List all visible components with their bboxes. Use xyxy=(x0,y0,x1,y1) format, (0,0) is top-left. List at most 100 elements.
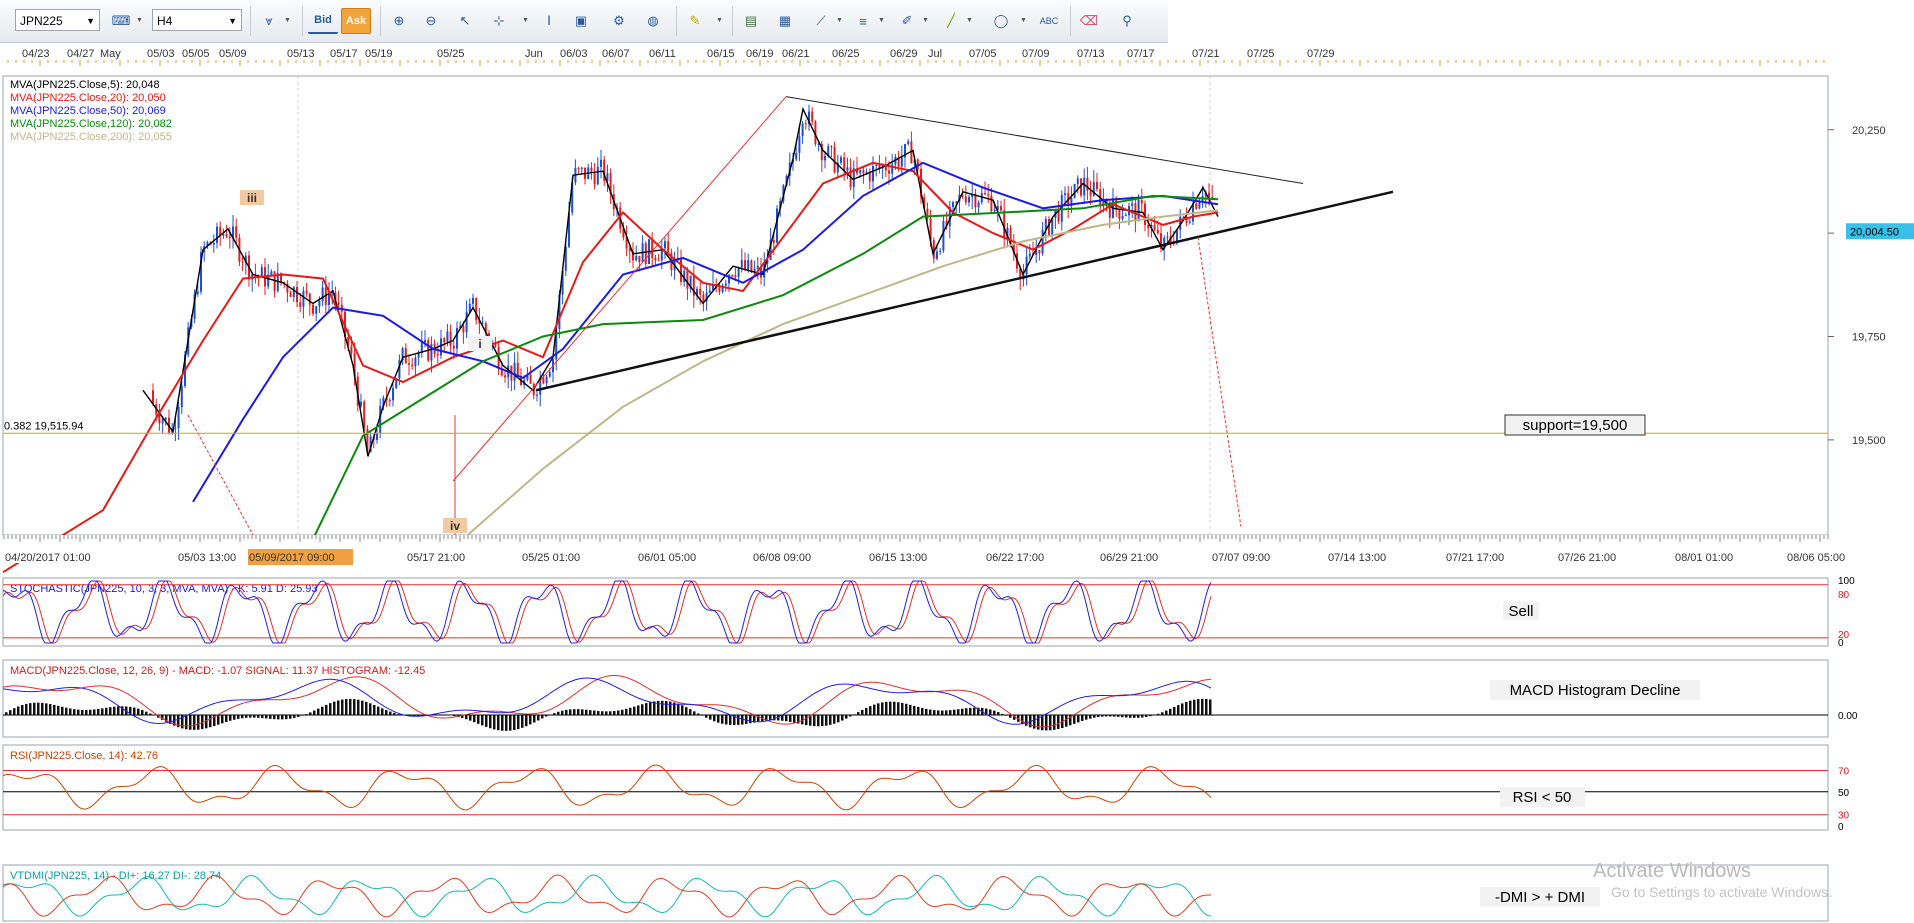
macd-histogram-bar xyxy=(589,710,592,715)
macd-histogram-bar xyxy=(709,715,712,720)
macd-histogram-bar xyxy=(541,715,544,719)
candle-body xyxy=(193,293,196,319)
candle-body xyxy=(424,340,426,343)
top-date-label: 07/21 xyxy=(1192,48,1220,60)
timeframe-select[interactable]: H4 ▼ xyxy=(152,9,242,31)
candle-body xyxy=(667,241,670,253)
macd-histogram-bar xyxy=(693,711,696,715)
layout-icon[interactable]: ⚲ xyxy=(1122,13,1132,28)
candle-body xyxy=(1003,210,1006,238)
candle-body xyxy=(452,345,455,349)
candle-body xyxy=(1134,203,1137,222)
candle-body xyxy=(625,237,628,249)
draw-tools-icon[interactable]: ⟋ xyxy=(816,13,826,28)
template-icon[interactable]: ▦ xyxy=(778,13,792,28)
macd-histogram-bar xyxy=(753,715,756,723)
text-tool-icon[interactable]: ABC xyxy=(1039,16,1059,26)
indicator-label: STOCHASTIC(JPN225, 10, 3, 3, MVA, MVA) -… xyxy=(10,583,318,595)
indicator-icon[interactable]: ⩔ xyxy=(265,13,273,28)
ellipse-icon[interactable]: ◯ xyxy=(993,13,1009,28)
macd-histogram-bar xyxy=(313,710,316,715)
candle-body xyxy=(436,353,439,356)
new-window-icon[interactable]: ▣ xyxy=(574,13,588,28)
globe-icon[interactable]: ◍ xyxy=(647,13,659,28)
cursor-icon[interactable]: ↖ xyxy=(459,13,471,28)
trendline-icon[interactable]: ╱ xyxy=(947,13,955,28)
candle-body xyxy=(638,255,641,263)
candle-body xyxy=(292,287,295,298)
macd-histogram-bar xyxy=(805,715,808,726)
macd-zero-label: 0.00 xyxy=(1838,711,1858,722)
candle-body xyxy=(395,378,398,389)
top-date-label: 05/13 xyxy=(287,48,315,60)
candle-body xyxy=(1118,209,1121,219)
candle-body xyxy=(1140,199,1143,204)
bid-label: Bid xyxy=(314,14,332,26)
macd-histogram-bar xyxy=(249,715,252,718)
candle-body xyxy=(737,267,740,277)
zoom-in-icon[interactable]: ⊕ xyxy=(393,13,405,28)
time-label: 06/22 17:00 xyxy=(986,552,1044,564)
macd-histogram-bar xyxy=(705,715,708,718)
candle-body xyxy=(369,436,372,453)
macd-histogram-bar xyxy=(637,705,640,715)
macd-histogram-bar xyxy=(473,715,476,723)
macd-histogram-bar xyxy=(1089,715,1092,719)
price-tick-label: 19,500 xyxy=(1852,435,1886,447)
image-icon[interactable]: ▤ xyxy=(744,13,758,28)
candle-body xyxy=(180,385,183,408)
candle-body xyxy=(907,141,910,145)
candle-body xyxy=(971,193,974,198)
candle-body xyxy=(939,250,942,252)
macd-histogram-bar xyxy=(217,715,220,725)
timeframe-value: H4 xyxy=(157,14,173,28)
macd-histogram-bar xyxy=(1145,715,1148,717)
symbol-select[interactable]: JPN225 ▼ xyxy=(15,9,100,31)
chevron-down-icon: ▼ xyxy=(716,17,723,24)
macd-histogram-bar xyxy=(181,715,184,729)
macd-histogram-bar xyxy=(925,708,928,715)
top-axis-bg xyxy=(3,44,1828,60)
macd-histogram-bar xyxy=(765,715,768,721)
eraser-icon[interactable]: ⌫ xyxy=(1079,13,1099,28)
macd-histogram-bar xyxy=(9,710,12,715)
stoch-k-line xyxy=(2,580,1212,644)
separator xyxy=(676,6,677,36)
settings-icon[interactable]: ⚙ xyxy=(613,13,625,28)
macd-histogram-bar xyxy=(77,709,80,715)
chart-area[interactable]: 04/23 04/27 May 05/03 05/05 05/09 05/13 05/17 05… xyxy=(0,42,1914,923)
macd-histogram-bar xyxy=(1161,712,1164,715)
price-line-icon[interactable]: Ⅰ xyxy=(547,13,551,28)
top-date-label: Jun xyxy=(525,48,543,60)
top-date-label: 07/05 xyxy=(969,48,997,60)
macd-histogram-bar xyxy=(321,706,324,715)
zoom-out-icon[interactable]: ⊖ xyxy=(425,13,437,28)
top-date-label: 06/11 xyxy=(649,48,676,60)
macd-histogram-bar xyxy=(553,713,556,715)
bid-button[interactable]: Bid xyxy=(308,8,338,34)
macd-histogram-bar xyxy=(1173,706,1176,715)
macd-histogram-bar xyxy=(953,709,956,715)
candle-body xyxy=(1208,192,1210,198)
candle-body xyxy=(536,394,538,396)
candle-body xyxy=(366,428,369,453)
lines-icon[interactable]: ≡ xyxy=(859,13,867,29)
macd-histogram-bar xyxy=(645,703,648,715)
macd-histogram-bar xyxy=(89,709,92,715)
candle-body xyxy=(526,374,529,380)
candle-body xyxy=(1041,229,1044,254)
ruler-icon[interactable]: ✎ xyxy=(689,13,701,28)
candle-body xyxy=(840,157,842,163)
crosshair-icon[interactable]: ⊹ xyxy=(493,13,505,28)
candle-body xyxy=(475,297,478,321)
pen-icon[interactable]: ✐ xyxy=(901,13,913,28)
macd-histogram-bar xyxy=(1009,715,1012,718)
separator xyxy=(302,6,303,36)
candle-body xyxy=(891,164,894,174)
separator xyxy=(732,6,733,36)
macd-histogram-bar xyxy=(1001,713,1004,715)
ask-button[interactable]: Ask xyxy=(341,8,371,34)
macd-histogram-bar xyxy=(53,704,56,715)
chart-type-icon[interactable]: ⌨ xyxy=(111,13,131,28)
candle-body xyxy=(548,372,551,377)
